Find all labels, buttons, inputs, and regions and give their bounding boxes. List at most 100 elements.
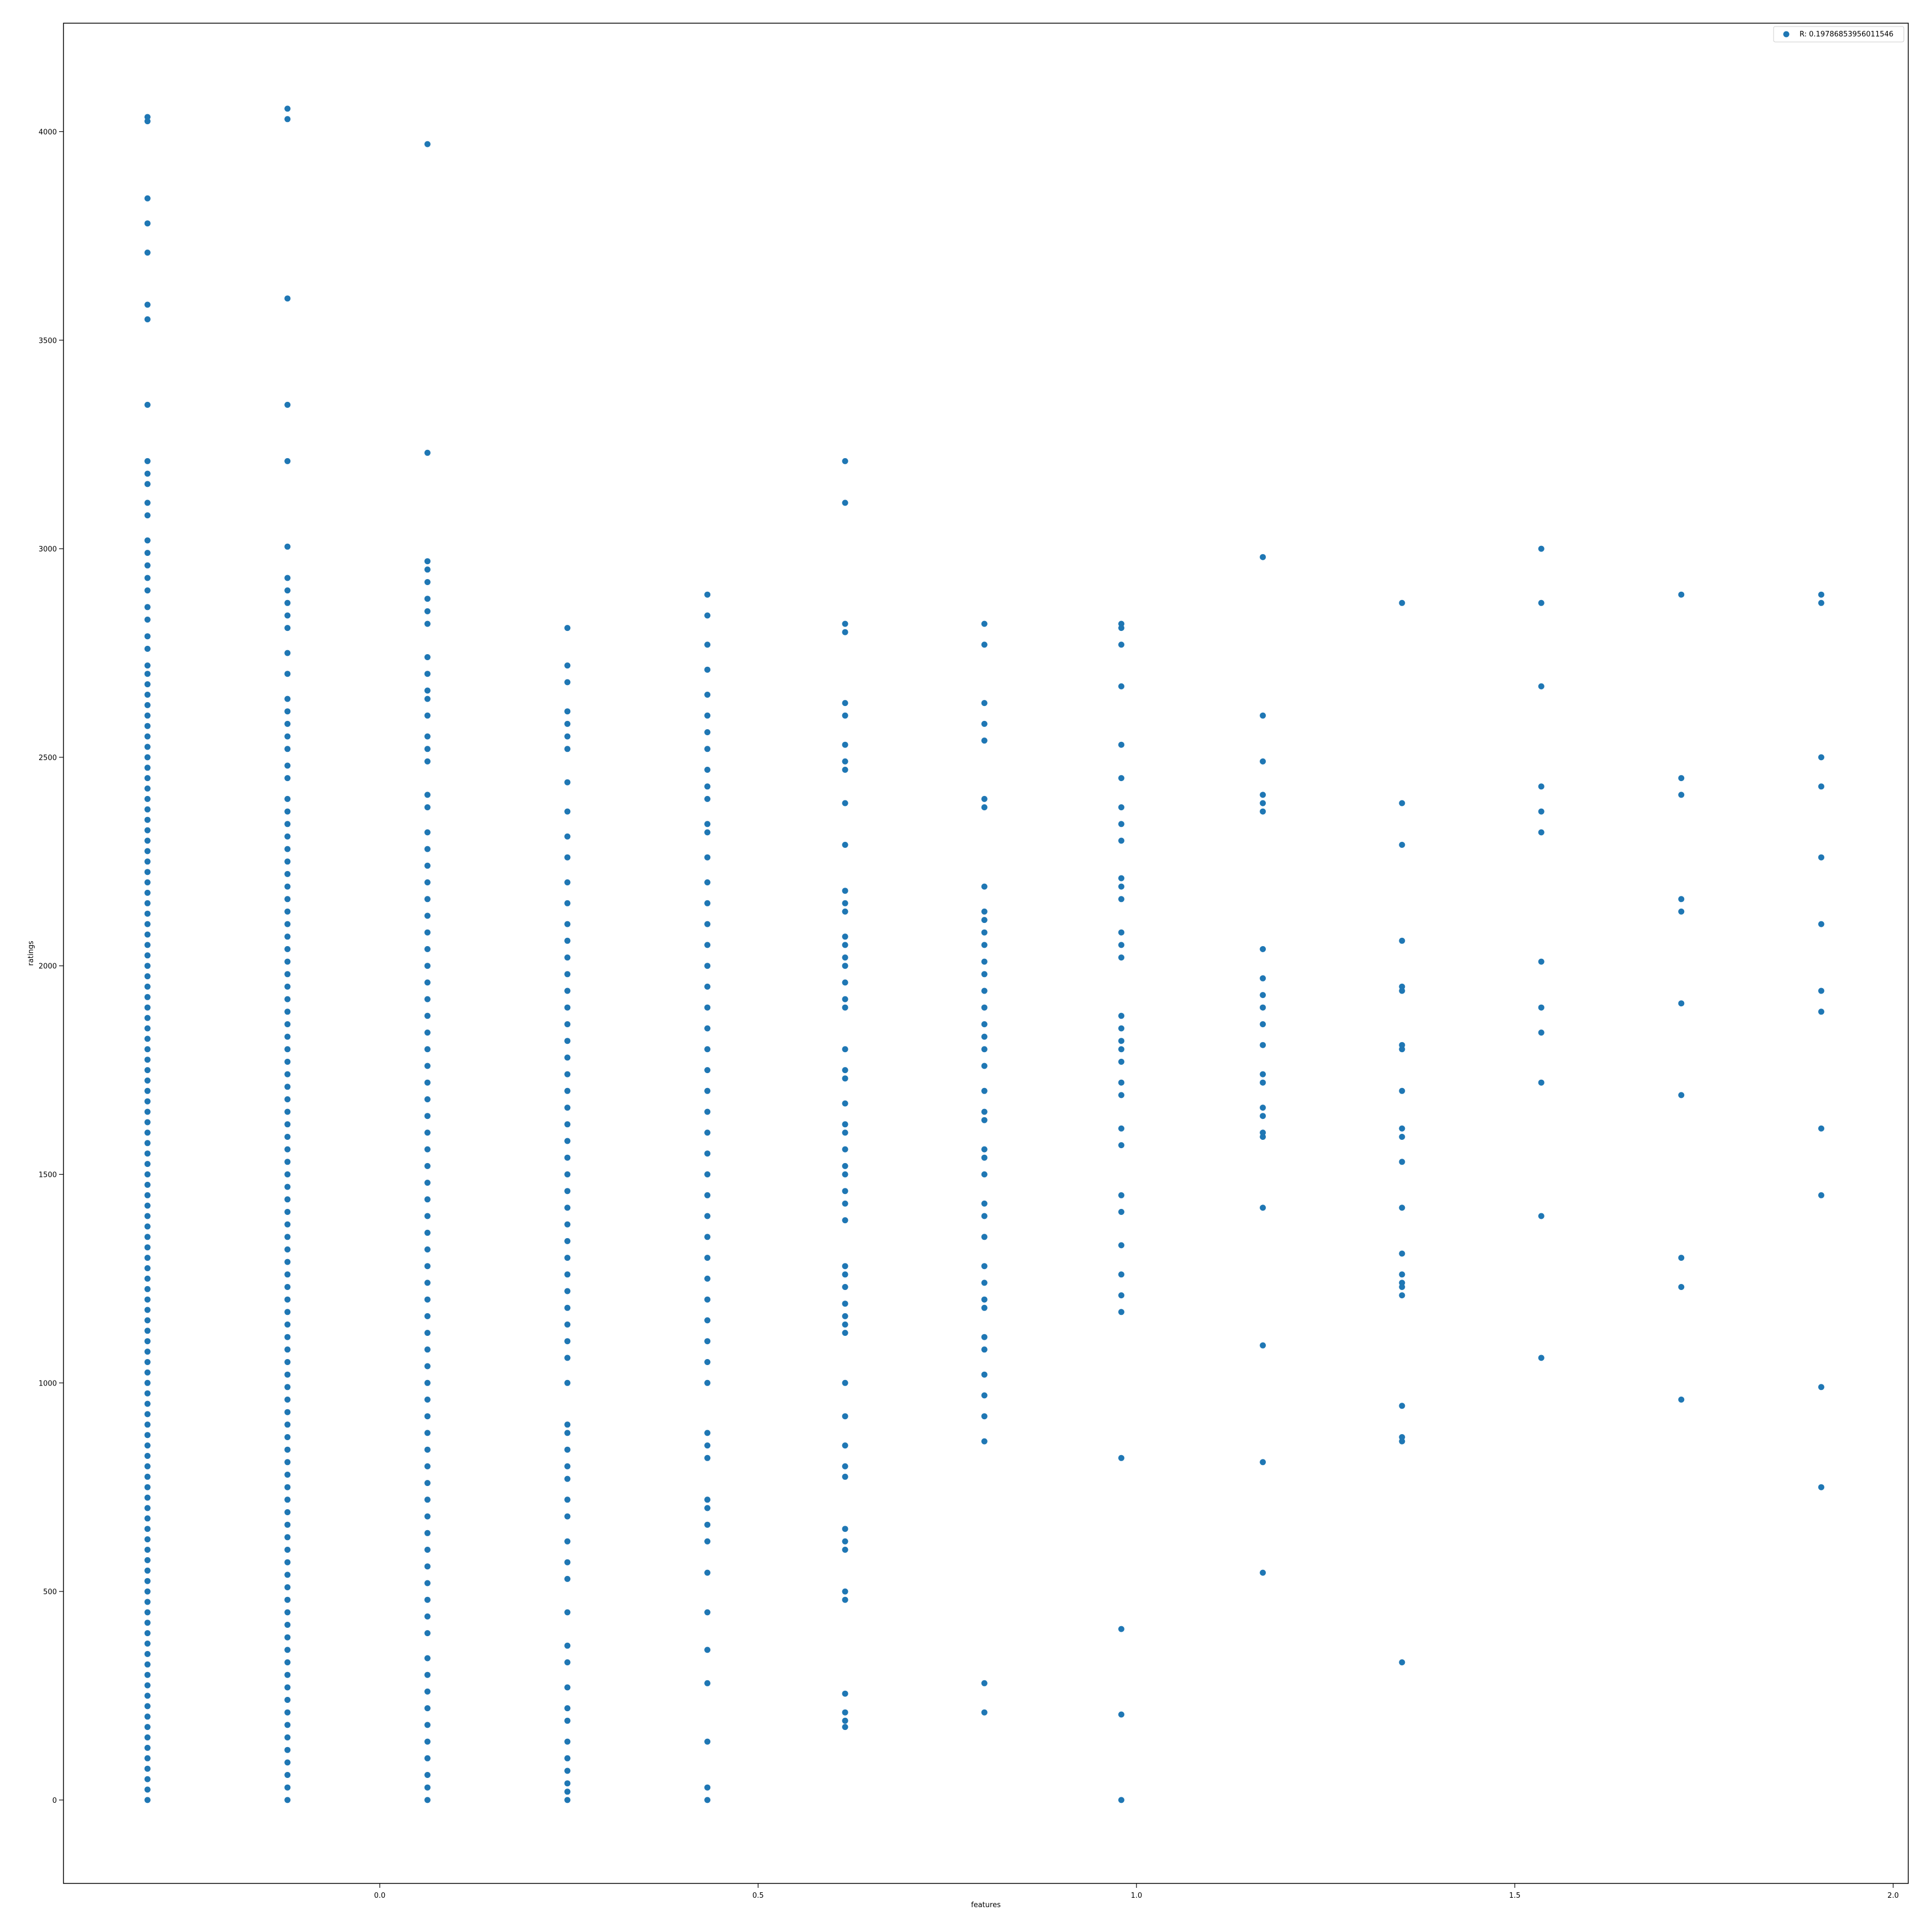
data-point — [1260, 1042, 1266, 1048]
data-point — [564, 988, 570, 994]
data-point — [284, 1096, 290, 1102]
data-point — [145, 775, 151, 781]
data-point — [424, 734, 431, 740]
data-point — [145, 817, 151, 823]
data-point — [564, 1222, 570, 1228]
data-point — [564, 1188, 570, 1194]
data-point — [424, 566, 431, 572]
data-point — [704, 796, 710, 802]
data-point — [145, 1797, 151, 1803]
data-point — [145, 1766, 151, 1772]
data-point — [1399, 1042, 1405, 1048]
y-tick-label: 1000 — [39, 1379, 57, 1388]
data-point — [145, 734, 151, 740]
data-point — [564, 1238, 570, 1244]
data-point — [145, 1557, 151, 1563]
data-point — [1118, 621, 1124, 627]
data-point — [424, 1363, 431, 1370]
y-tick-label: 500 — [43, 1588, 57, 1596]
data-point — [704, 984, 710, 990]
data-point — [704, 829, 710, 835]
data-point — [1118, 1455, 1124, 1461]
data-point — [564, 1780, 570, 1786]
data-point — [424, 1080, 431, 1086]
data-point — [284, 1659, 290, 1665]
data-point — [424, 1547, 431, 1553]
data-point — [284, 402, 290, 408]
data-point — [1118, 1271, 1124, 1277]
data-point — [704, 613, 710, 619]
data-point — [284, 1084, 290, 1090]
data-point — [284, 625, 290, 631]
data-point — [145, 1401, 151, 1407]
data-point — [424, 1046, 431, 1052]
data-point — [145, 662, 151, 668]
data-point — [564, 721, 570, 727]
data-point — [284, 809, 290, 815]
data-point — [145, 1255, 151, 1261]
data-point — [1260, 554, 1266, 560]
data-point — [424, 1739, 431, 1745]
data-point — [1118, 942, 1124, 948]
data-point — [145, 1787, 151, 1793]
data-point — [145, 942, 151, 948]
data-point — [704, 1046, 710, 1052]
data-point — [284, 959, 290, 965]
data-point — [145, 1297, 151, 1303]
data-point — [284, 1259, 290, 1265]
data-point — [1118, 1046, 1124, 1052]
data-point — [424, 804, 431, 810]
data-point — [1538, 1213, 1544, 1219]
data-point — [145, 1432, 151, 1438]
data-point — [145, 723, 151, 729]
data-point — [284, 1785, 290, 1791]
data-point — [564, 1768, 570, 1774]
data-point — [284, 1484, 290, 1490]
data-point — [842, 1710, 848, 1716]
data-point — [704, 1150, 710, 1156]
data-point — [145, 1474, 151, 1480]
data-point — [981, 1439, 988, 1445]
data-point — [145, 1370, 151, 1376]
data-point — [145, 1380, 151, 1386]
data-point — [704, 1192, 710, 1198]
data-point — [424, 1430, 431, 1436]
data-point — [424, 608, 431, 614]
data-point — [424, 1013, 431, 1019]
data-point — [1538, 959, 1544, 965]
y-tick-label: 2500 — [39, 754, 57, 762]
data-point — [284, 1447, 290, 1453]
data-point — [564, 1739, 570, 1745]
data-point — [424, 696, 431, 702]
data-point — [145, 1536, 151, 1542]
data-point — [145, 1317, 151, 1323]
data-point — [981, 1034, 988, 1040]
data-point — [842, 933, 848, 940]
data-point — [842, 1724, 848, 1730]
data-point — [1399, 600, 1405, 606]
data-point — [424, 1330, 431, 1336]
data-point — [145, 481, 151, 487]
data-point — [1818, 1384, 1824, 1390]
legend: R: 0.19786853956011546 — [1774, 26, 1904, 42]
data-point — [1538, 600, 1544, 606]
data-point — [145, 1713, 151, 1719]
data-point — [1260, 1021, 1266, 1027]
data-point — [1260, 1005, 1266, 1011]
data-point — [284, 834, 290, 840]
data-point — [704, 1785, 710, 1791]
data-point — [424, 946, 431, 952]
data-point — [145, 1703, 151, 1709]
data-point — [145, 1078, 151, 1084]
data-point — [1260, 992, 1266, 998]
data-point — [145, 1693, 151, 1699]
data-point — [704, 1797, 710, 1803]
data-point — [704, 1442, 710, 1448]
data-point — [704, 1455, 710, 1461]
data-point — [1118, 1013, 1124, 1019]
data-point — [284, 1021, 290, 1027]
data-point — [284, 721, 290, 727]
data-point — [424, 1496, 431, 1503]
data-point — [1678, 775, 1684, 781]
data-point — [424, 141, 431, 147]
